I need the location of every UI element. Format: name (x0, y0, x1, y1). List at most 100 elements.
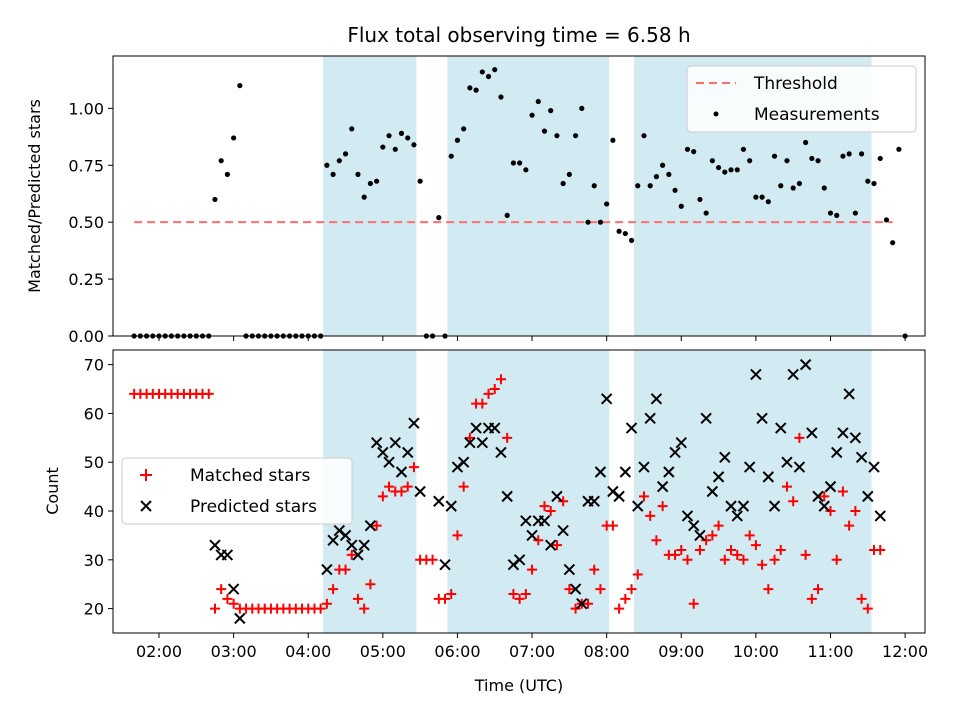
matched-star-point (813, 584, 824, 595)
predicted-star-point (545, 539, 557, 551)
measurement-point (411, 142, 417, 148)
count-y-label: Count (43, 467, 62, 515)
matched-star-point (520, 588, 531, 599)
matched-star-point (502, 432, 513, 443)
measurement-point (336, 158, 342, 164)
predicted-star-point (781, 456, 793, 468)
predicted-star-point (768, 500, 781, 512)
measurement-point (467, 85, 473, 91)
legend-predicted-label: Predicted stars (190, 497, 317, 517)
matched-star-point (769, 554, 780, 565)
matched-star-point (831, 554, 842, 565)
count-panel-frame (112, 349, 926, 634)
predicted-star-point (625, 422, 638, 434)
measurement-point (324, 162, 330, 168)
matched-star-point (614, 603, 625, 614)
ratio-panel-frame (112, 55, 926, 337)
x-tick-label: 10:00 (733, 642, 779, 661)
measurement-point (641, 133, 647, 139)
predicted-star-point (389, 436, 401, 449)
predicted-star-point (663, 466, 675, 478)
predicted-star-point (669, 446, 681, 459)
matched-star-point (396, 486, 407, 497)
predicted-star-point (694, 529, 706, 542)
observing-interval (447, 350, 610, 633)
predicted-star-point (433, 495, 445, 507)
predicted-star-point (712, 471, 725, 483)
measurement-point (529, 112, 535, 118)
predicted-star-point (489, 422, 501, 434)
measurement-point (821, 185, 827, 191)
matched-star-point (819, 491, 830, 502)
predicted-star-point (538, 515, 551, 527)
predicted-star-point (824, 480, 837, 493)
x-tick-label: 04:00 (285, 642, 331, 661)
x-tick-label: 09:00 (658, 642, 704, 661)
ratio-legend: Threshold Measurements (686, 65, 917, 133)
predicted-star-point (445, 500, 457, 512)
predicted-star-point (644, 412, 656, 425)
ratio-legend-box (686, 65, 917, 133)
matched-star-point (477, 398, 488, 409)
measurement-point (473, 87, 479, 93)
matched-star-point (744, 530, 755, 541)
matched-star-point (527, 564, 538, 575)
measurement-point (846, 151, 852, 157)
matched-star-point (209, 603, 220, 614)
matched-star-point (222, 593, 233, 604)
matched-star-point (384, 481, 395, 492)
measurement-point (218, 158, 224, 164)
measurement-point (616, 228, 622, 234)
matched-star-point (203, 388, 214, 399)
predicted-star-point (812, 490, 824, 503)
predicted-star-point (756, 412, 768, 425)
x-tick-label: 05:00 (360, 642, 406, 661)
measurement-point (461, 126, 467, 132)
y-tick-label: 0.00 (68, 327, 104, 346)
measurement-point (398, 130, 405, 136)
predicted-star-point (234, 612, 246, 625)
measurement-point (380, 144, 386, 150)
y-tick-label: 0.75 (68, 156, 104, 175)
matched-star-point (676, 545, 687, 556)
matched-star-point (570, 603, 581, 614)
predicted-star-point (513, 554, 526, 566)
matched-star-point (607, 520, 618, 531)
measurement-point (734, 167, 740, 173)
measurement-point (405, 135, 411, 141)
matched-star-point (216, 584, 227, 595)
ratio-panel: 0.00 0.25 0.50 0.75 1.00 Flux total observin… (25, 23, 926, 346)
measurement-point (560, 180, 566, 187)
measurement-point (728, 167, 734, 173)
predicted-star-point (221, 549, 234, 561)
predicted-star-point (569, 583, 582, 595)
measurement-point (759, 194, 765, 200)
matched-star-point (564, 584, 575, 595)
measurement-point (604, 201, 610, 207)
matched-star-point (620, 593, 631, 604)
measurement-point (554, 133, 560, 139)
predicted-star-point (799, 358, 812, 371)
measurement-point (709, 158, 715, 164)
predicted-star-point (401, 446, 414, 459)
ratio-y-label: Matched/Predicted stars (25, 99, 44, 293)
measurement-point (349, 126, 355, 132)
measurement-point (504, 212, 510, 218)
x-tick-label: 06:00 (434, 642, 480, 661)
predicted-star-point (414, 485, 426, 498)
x-tick-label: 08:00 (584, 642, 630, 661)
matched-star-point (328, 584, 339, 595)
predicted-star-point (563, 563, 576, 576)
matched-star-point (632, 569, 643, 580)
matched-star-point (750, 540, 761, 551)
measurement-point (224, 171, 231, 177)
matched-star-point (781, 481, 792, 492)
matched-star-point (775, 545, 786, 556)
matched-star-point (352, 593, 363, 604)
y-tick-label: 40 (84, 502, 104, 521)
predicted-star-point (619, 466, 632, 478)
matched-star-point (837, 486, 848, 497)
measurement-point (672, 187, 678, 193)
legend-measurement-swatch (713, 111, 719, 117)
measurement-point (871, 180, 877, 187)
